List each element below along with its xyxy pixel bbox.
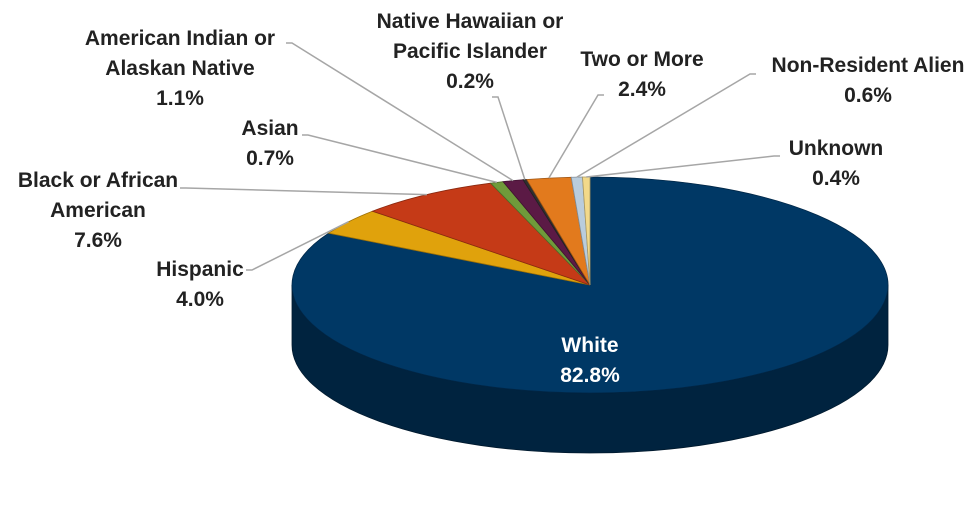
leader-non-resident-alien <box>576 73 756 178</box>
label-name-unknown: Unknown <box>789 137 884 160</box>
leader-asian <box>302 134 498 184</box>
label-american-indian-or-alaskan-native: American Indian or Alaskan Native 1.1% <box>85 27 275 110</box>
leader-hispanic <box>246 221 349 271</box>
label-name-two-or-more: Two or More <box>580 48 703 71</box>
label-value-unknown: 0.4% <box>812 167 860 190</box>
leader-american-indian-or-alaskan-native <box>286 42 514 182</box>
label-value-asian: 0.7% <box>246 147 294 170</box>
leader-unknown <box>586 155 780 178</box>
slice-labels: White 82.8% Hispanic 4.0% Black or African Am… <box>18 10 965 387</box>
pie-slice-black-or-african-american <box>371 182 591 286</box>
label-value-two-or-more: 2.4% <box>618 78 666 101</box>
label-native-hawaiian-or-pacific-islander: Native Hawaiian or Pacific Islander 0.2% <box>377 10 564 93</box>
label-white: White 82.8% <box>560 334 620 387</box>
label-name-native-hawaiian-or-pacific-islander: Native Hawaiian or <box>377 10 564 33</box>
label-value-native-hawaiian-or-pacific-islander: 0.2% <box>446 70 494 93</box>
label-value-white: 82.8% <box>560 364 620 387</box>
label-value-hispanic: 4.0% <box>176 288 224 311</box>
label-name-american-indian-or-alaskan-native: American Indian or <box>85 27 275 50</box>
leader-native-hawaiian-or-pacific-islander <box>492 96 526 180</box>
label-name-hispanic: Hispanic <box>156 258 244 281</box>
label-name-asian: Asian <box>241 117 298 140</box>
label-name-non-resident-alien: Non-Resident Alien <box>772 54 965 77</box>
label-value-black-or-african-american: 7.6% <box>74 229 122 252</box>
label-name-american-indian-or-alaskan-native: Alaskan Native <box>105 57 254 80</box>
label-name-black-or-african-american: Black or African <box>18 169 178 192</box>
pie-top-faces <box>291 176 889 394</box>
leader-lines <box>180 42 780 271</box>
leader-two-or-more <box>548 94 604 179</box>
label-name-native-hawaiian-or-pacific-islander: Pacific Islander <box>393 40 547 63</box>
label-name-white: White <box>561 334 618 357</box>
leader-black-or-african-american <box>180 187 427 196</box>
label-unknown: Unknown 0.4% <box>789 137 884 190</box>
label-name-black-or-african-american: American <box>50 199 146 222</box>
label-black-or-african-american: Black or African American 7.6% <box>18 169 178 252</box>
label-value-american-indian-or-alaskan-native: 1.1% <box>156 87 204 110</box>
label-hispanic: Hispanic 4.0% <box>156 258 244 311</box>
label-asian: Asian 0.7% <box>241 117 298 170</box>
label-two-or-more: Two or More 2.4% <box>580 48 703 101</box>
label-non-resident-alien: Non-Resident Alien 0.6% <box>772 54 965 107</box>
label-value-non-resident-alien: 0.6% <box>844 84 892 107</box>
